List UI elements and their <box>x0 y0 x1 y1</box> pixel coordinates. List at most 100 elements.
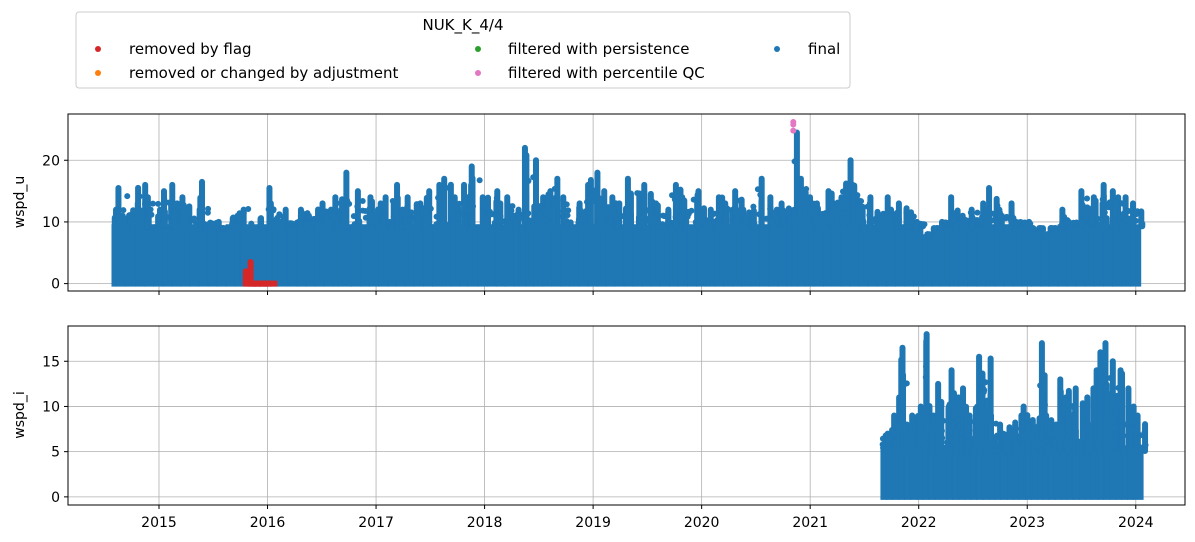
point-final <box>1101 209 1108 216</box>
point-final <box>977 393 984 400</box>
point-cluster-final <box>360 224 371 287</box>
point-final <box>938 427 945 434</box>
point-final <box>1120 210 1127 217</box>
legend-marker-final <box>774 46 780 52</box>
point-final <box>533 205 540 212</box>
point-final <box>296 218 303 225</box>
panel-wspd-i-points <box>879 331 1149 500</box>
point-cluster-final <box>904 449 912 500</box>
point-final <box>911 436 918 443</box>
point-cluster-final <box>1003 224 1014 287</box>
y-tick-label-5: 5 <box>51 445 60 461</box>
point-final <box>605 204 612 211</box>
point-final <box>415 216 422 223</box>
point-final <box>1123 421 1130 428</box>
point-cluster-final <box>895 224 906 287</box>
legend-label-removed-or-changed-by-adjustment: removed or changed by adjustment <box>129 64 398 82</box>
point-cluster-final <box>1018 449 1027 500</box>
point-cluster-final <box>677 224 689 287</box>
point-cluster-final <box>958 449 966 500</box>
point-cluster-final <box>1093 224 1105 287</box>
point-filtered-with-percentile-qc <box>790 119 797 126</box>
y-tick-label-20: 20 <box>42 153 60 169</box>
panel-wspd-u-frame <box>67 113 1186 292</box>
point-cluster-final <box>1042 449 1050 500</box>
point-final <box>878 212 885 219</box>
point-cluster-final <box>207 224 218 287</box>
point-final <box>306 214 313 221</box>
point-final <box>1037 225 1044 232</box>
point-final <box>497 213 504 220</box>
point-final <box>1014 220 1021 227</box>
point-final <box>741 220 748 227</box>
point-cluster-final <box>605 224 616 287</box>
point-final <box>1026 433 1033 440</box>
point-final <box>957 399 964 406</box>
point-final <box>1058 440 1065 447</box>
point-final <box>1071 418 1078 425</box>
point-cluster-final <box>395 224 406 287</box>
panel-wspd-i-frame <box>67 325 1186 506</box>
point-final <box>1102 382 1109 389</box>
point-final <box>579 211 586 218</box>
point-final <box>1078 219 1085 226</box>
point-final <box>709 211 716 218</box>
point-cluster-final <box>323 224 334 287</box>
point-cluster-final <box>135 224 146 287</box>
point-final <box>886 434 893 441</box>
point-final <box>800 186 807 193</box>
point-final <box>532 216 539 223</box>
point-final <box>1103 445 1110 452</box>
point-final <box>600 216 607 223</box>
point-cluster-final <box>916 449 924 500</box>
point-final <box>879 441 886 448</box>
point-final <box>389 197 396 204</box>
point-final <box>1056 425 1063 432</box>
panel-wspd-u: 0 10 20 wspd_u <box>12 113 1186 295</box>
point-final <box>858 198 865 205</box>
point-final <box>918 423 925 430</box>
point-final <box>495 218 502 225</box>
point-final <box>179 219 186 226</box>
point-cluster-final <box>1084 224 1095 287</box>
point-cluster-final <box>518 224 527 287</box>
point-cluster-final <box>1066 224 1077 287</box>
point-cluster-final <box>967 224 978 287</box>
point-final <box>525 210 532 217</box>
point-final <box>741 214 748 221</box>
point-cluster-final <box>486 224 497 287</box>
point-cluster-final <box>450 224 461 287</box>
point-final <box>671 196 678 203</box>
point-final <box>443 184 450 191</box>
point-final <box>368 216 375 223</box>
point-final <box>781 221 788 228</box>
point-final <box>934 411 941 418</box>
point-final <box>333 200 340 207</box>
point-final <box>1116 213 1123 220</box>
x-tick-label-2022: 2022 <box>901 515 937 531</box>
point-final <box>713 220 720 227</box>
point-cluster-final <box>982 449 990 500</box>
point-final <box>299 210 306 217</box>
point-cluster-final <box>913 224 924 287</box>
point-cluster-final <box>225 224 236 287</box>
point-cluster-final <box>1115 449 1123 500</box>
point-cluster-final <box>1079 449 1086 500</box>
point-final <box>931 225 938 232</box>
point-final <box>281 214 288 221</box>
point-cluster-final <box>1121 449 1129 500</box>
point-final <box>1031 426 1038 433</box>
point-cluster-final <box>669 224 679 287</box>
point-final <box>551 185 558 192</box>
point-cluster-final <box>1103 224 1114 287</box>
point-final <box>165 199 172 206</box>
point-cluster-final <box>939 224 951 287</box>
point-cluster-final <box>1084 449 1092 500</box>
y-tick-label-15: 15 <box>42 354 60 370</box>
point-cluster-final <box>124 224 137 287</box>
point-cluster-final <box>180 224 191 287</box>
point-final <box>1141 428 1148 435</box>
point-final <box>314 214 321 221</box>
point-cluster-final <box>1060 449 1068 500</box>
point-final <box>321 208 328 215</box>
